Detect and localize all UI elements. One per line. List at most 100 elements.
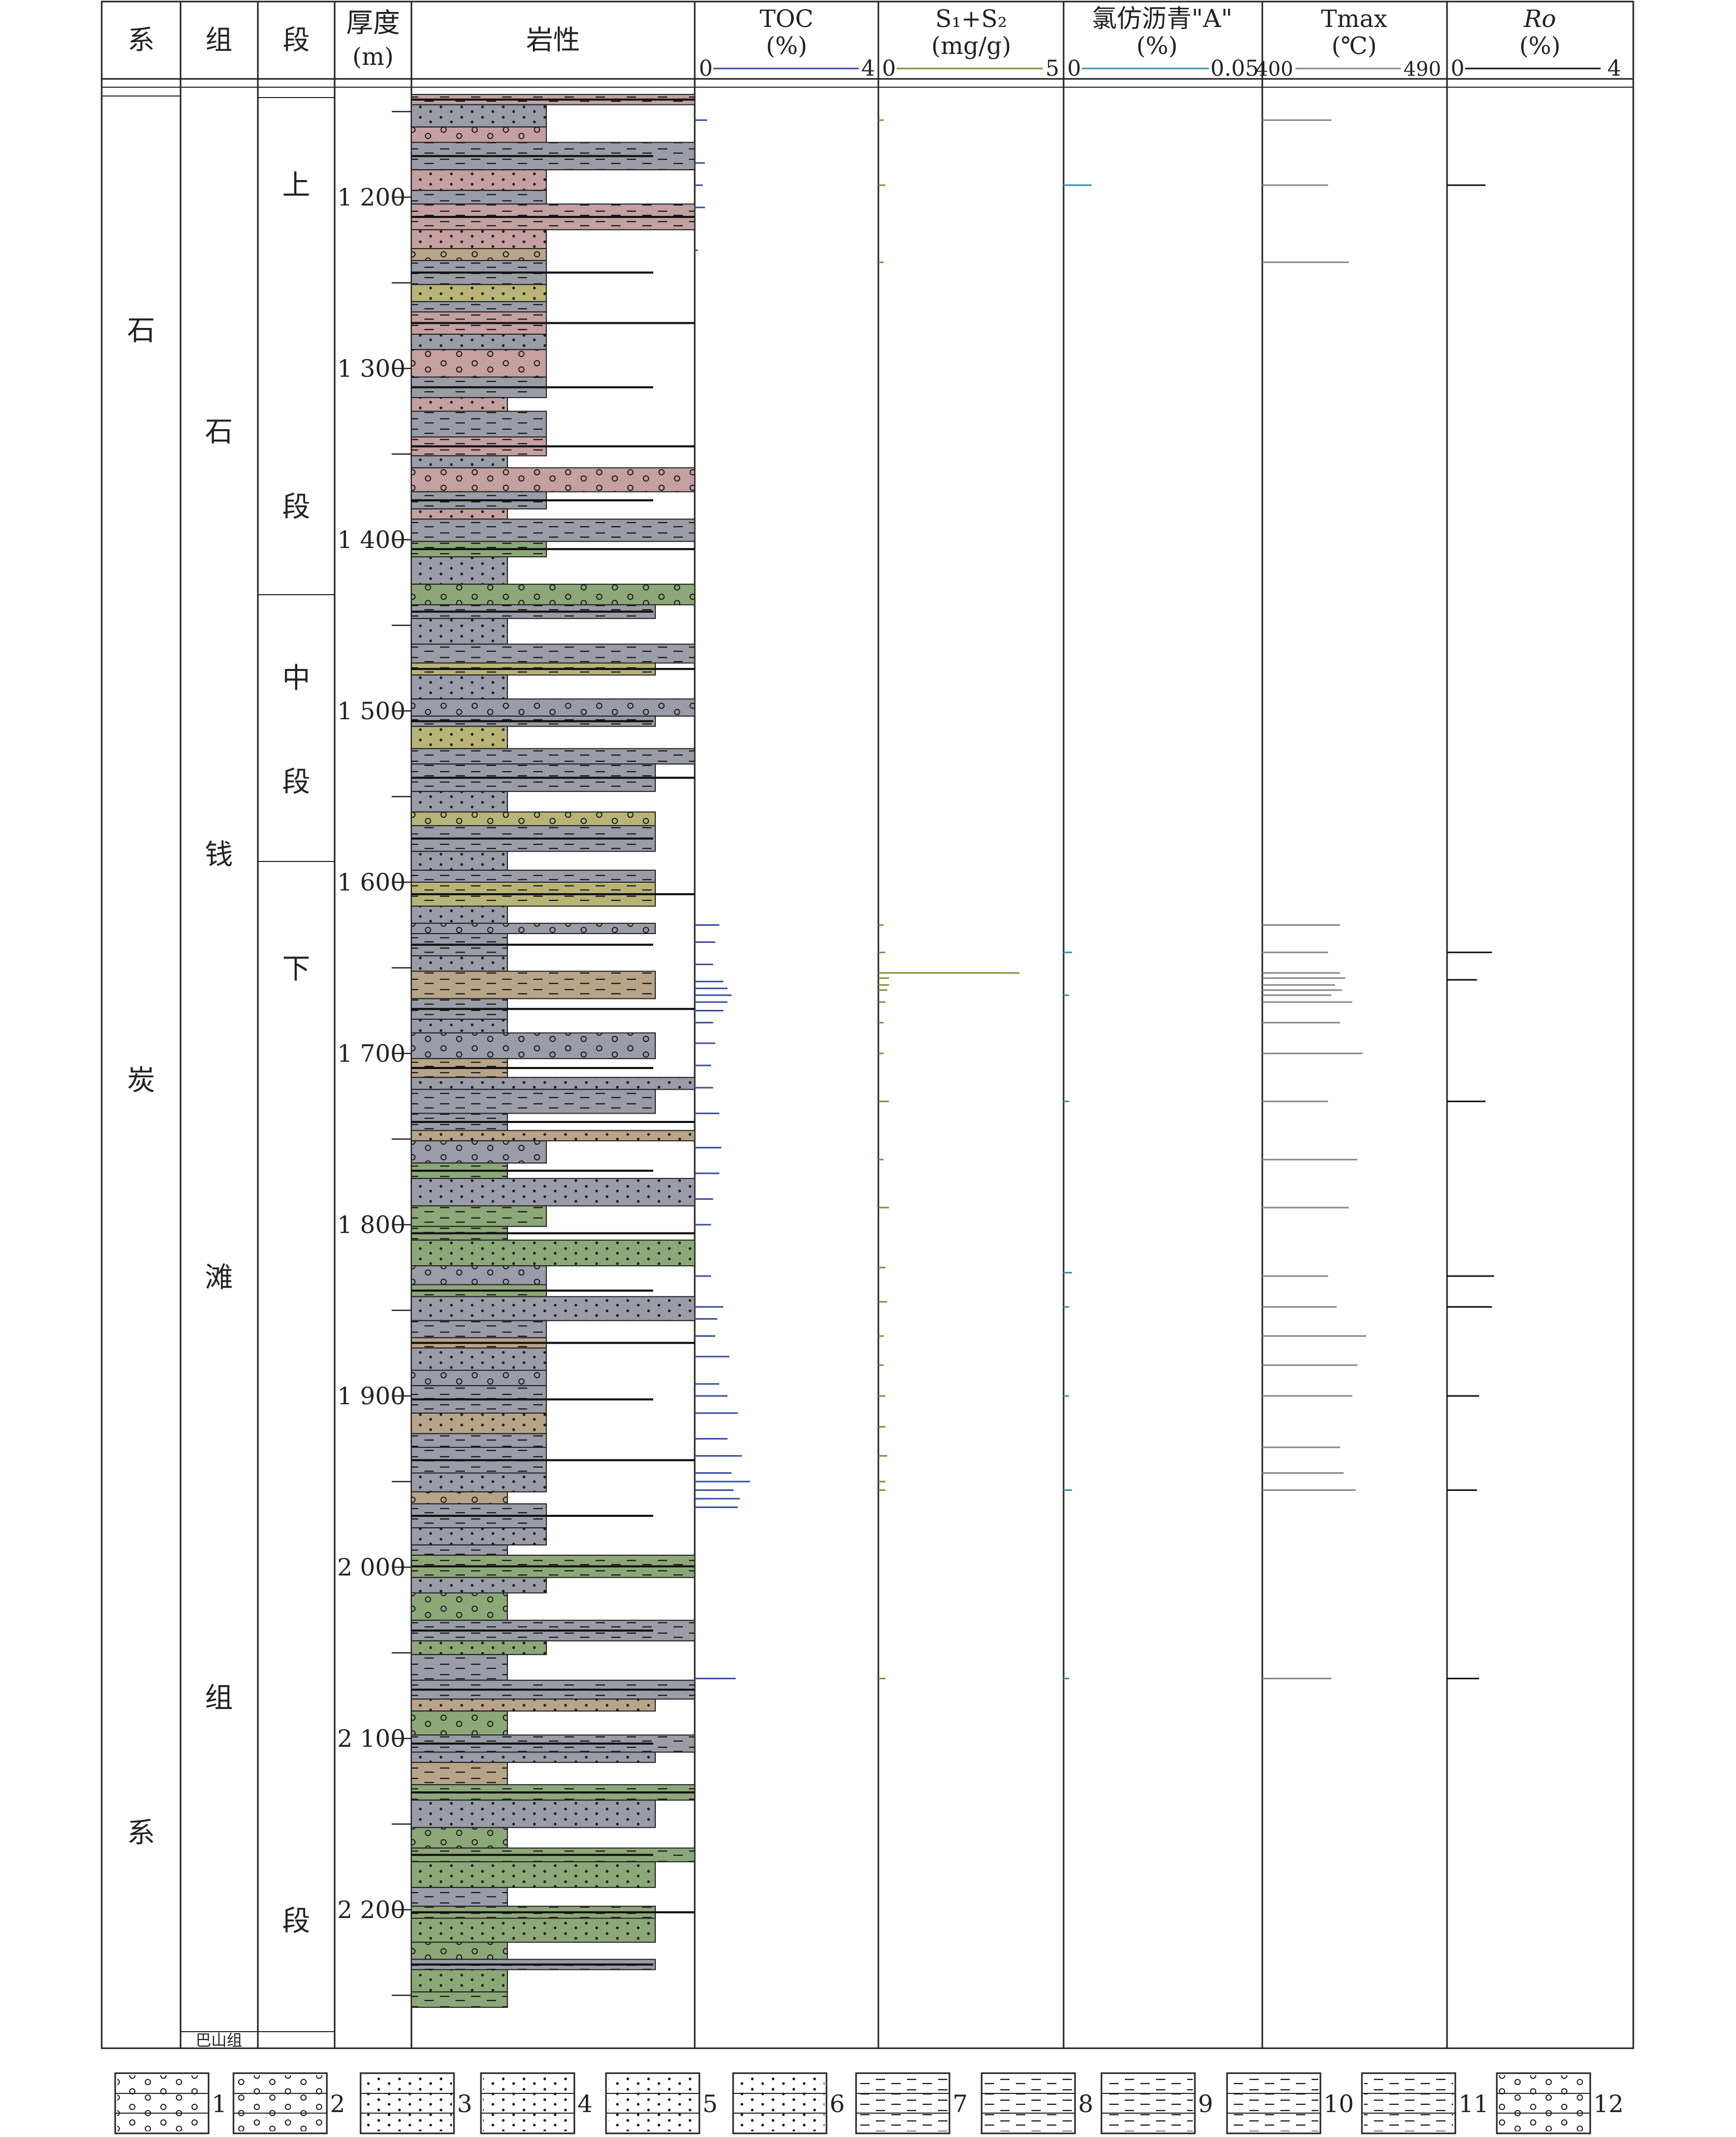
upper-member-char-1: 上	[282, 169, 310, 201]
legend-swatch-pattern	[1104, 2075, 1193, 2131]
depth-label: 2 100	[337, 1724, 406, 1752]
lithology-pattern	[411, 1969, 507, 1992]
lower-member-char-2: 段	[282, 1905, 310, 1937]
legend-number: 5	[702, 2090, 718, 2118]
tmax-scale-min: 400	[1256, 58, 1293, 80]
lithology-pattern	[411, 851, 507, 870]
depth-label: 2 200	[337, 1896, 406, 1924]
lithology-pattern	[411, 1266, 546, 1285]
s1s2-scale-max: 5	[1045, 56, 1059, 81]
lithology-pattern	[411, 584, 695, 605]
lithology-pattern	[411, 1942, 507, 1960]
lithology-pattern	[411, 1296, 695, 1321]
header-formation: 组	[205, 25, 232, 56]
lithology-pattern	[411, 1545, 507, 1555]
lithology-pattern	[411, 1992, 507, 2008]
ro-scale-min: 0	[1451, 56, 1465, 81]
depth-label: 1 300	[337, 354, 406, 382]
system-char-2: 炭	[127, 1064, 155, 1097]
header-toc-unit: (%)	[766, 32, 807, 60]
lithology-pattern	[411, 1473, 546, 1492]
bitumen-scale-min: 0	[1067, 56, 1081, 81]
legend-swatch-pattern	[1499, 2075, 1588, 2131]
lithology-pattern	[411, 1130, 695, 1141]
lithology-pattern	[411, 1141, 546, 1163]
lithology-pattern	[411, 1827, 507, 1848]
lithology-pattern	[411, 411, 546, 437]
header-ro-unit: (%)	[1519, 32, 1561, 60]
lithology-pattern	[411, 1089, 655, 1114]
legend-number: 1	[212, 2090, 227, 2118]
lithology-pattern	[411, 748, 695, 764]
middle-member-char-2: 段	[282, 765, 310, 798]
legend-swatch-pattern	[117, 2075, 206, 2131]
lithology-pattern	[411, 1077, 695, 1090]
lithology-pattern	[411, 1178, 695, 1206]
lithology-pattern	[411, 1593, 507, 1621]
legend-swatch-pattern	[1364, 2075, 1453, 2131]
header-tmax-unit: (℃)	[1331, 32, 1376, 60]
table-frame	[101, 1, 1634, 2049]
legend-swatch-pattern	[1229, 2075, 1318, 2131]
lithology-pattern	[411, 812, 655, 826]
geochem-traces	[695, 119, 1494, 1679]
upper-member-char-2: 段	[282, 490, 310, 523]
lithology-pattern	[411, 1019, 507, 1033]
legend-swatch-pattern	[608, 2075, 697, 2131]
header-lithology: 岩性	[526, 25, 580, 56]
legend-swatch-pattern	[483, 2075, 572, 2131]
lithology-pattern	[411, 519, 695, 542]
lithology-pattern	[411, 1752, 655, 1763]
legend: 1 2 3 4 5 6 7 8 9 10 11 12	[114, 2072, 1624, 2134]
legend-number: 9	[1198, 2090, 1213, 2118]
lithology-pattern	[411, 456, 507, 468]
lithology-pattern	[411, 1887, 507, 1907]
header-bitumen-unit: (%)	[1136, 32, 1178, 60]
lithology-pattern	[411, 618, 507, 645]
ro-scale-max: 4	[1607, 56, 1621, 81]
formation-char-2: 钱	[205, 838, 233, 871]
depth-label: 1 600	[337, 868, 406, 896]
header-system: 系	[128, 25, 155, 56]
lithology-pattern	[411, 1654, 507, 1680]
header-thickness-unit: (m)	[352, 43, 394, 71]
lithology-pattern	[411, 1528, 546, 1545]
lithology-pattern	[411, 1370, 546, 1386]
lithology-pattern	[411, 1320, 546, 1338]
s1s2-scale-min: 0	[882, 56, 896, 81]
lithology-pattern	[411, 249, 546, 261]
toc-scale-max: 4	[861, 56, 875, 81]
lithology-pattern	[411, 398, 507, 412]
depth-label: 1 700	[337, 1039, 406, 1067]
lower-member-char-1: 下	[282, 952, 310, 985]
depth-axis: 1 200 1 300 1 400 1 500 1 600 1 700 1 800 1 900…	[337, 111, 411, 1996]
legend-number: 3	[457, 2090, 472, 2118]
system-char-3: 系	[127, 1816, 155, 1849]
legend-number: 11	[1458, 2090, 1489, 2118]
scale-bars: 0 4 0 5 0 0.05 400 490 0 4	[699, 56, 1621, 81]
header-toc: TOC	[760, 5, 814, 33]
lithology-pattern	[411, 1577, 546, 1593]
legend-number: 6	[830, 2090, 845, 2118]
bitumen-scale-max: 0.05	[1210, 56, 1259, 81]
header-thickness: 厚度	[346, 8, 400, 39]
header-s1s2-unit: (mg/g)	[931, 32, 1011, 60]
legend-swatch-pattern	[236, 2075, 325, 2131]
middle-member-char-1: 中	[282, 662, 310, 694]
legend-number: 10	[1324, 2090, 1354, 2118]
lithology-column	[411, 94, 695, 2008]
legend-number: 2	[330, 2090, 345, 2118]
legend-swatch-pattern	[735, 2075, 824, 2131]
depth-label: 1 500	[337, 697, 406, 725]
lithology-pattern	[411, 791, 507, 812]
lithology-pattern	[411, 468, 695, 492]
tmax-scale-max: 490	[1403, 58, 1441, 80]
lithology-pattern	[411, 1918, 655, 1942]
header-s1s2: S₁+S₂	[935, 5, 1007, 33]
bottom-formation-label: 巴山组	[196, 2032, 242, 2050]
formation-char-4: 组	[205, 1681, 233, 1714]
header-bitumen: 氯仿沥青"A"	[1092, 4, 1233, 33]
lithology-pattern	[411, 923, 655, 934]
lithology-pattern	[411, 1433, 546, 1447]
legend-number: 4	[577, 2090, 593, 2118]
